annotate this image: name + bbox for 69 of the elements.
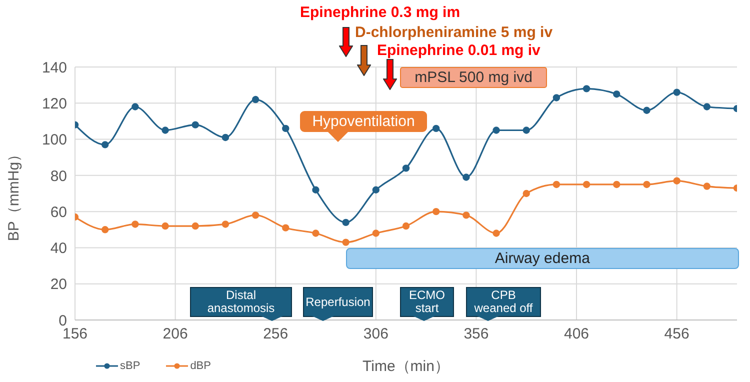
point (402, 222, 410, 230)
point (673, 88, 680, 96)
x-tick-label: 406 (564, 326, 590, 343)
point (342, 218, 350, 226)
y-tick-label: 60 (50, 204, 67, 221)
point (132, 220, 139, 228)
point (432, 208, 440, 216)
point (101, 141, 109, 148)
point (192, 222, 199, 230)
point (492, 126, 500, 134)
text: D-chlorpheniramine 5 mg iv (355, 24, 553, 41)
point (101, 226, 109, 234)
point (282, 224, 290, 232)
y-tick-label: 40 (50, 240, 67, 258)
point (643, 180, 650, 188)
legend-label: dBP (189, 360, 211, 372)
point (703, 103, 711, 110)
point (703, 182, 711, 190)
annotation: Distal anastomosis (207, 288, 275, 315)
y-tick-label: 140 (42, 59, 67, 76)
annotation: CPB weaned off (474, 288, 533, 315)
text: Epinephrine 0.3 mg im (300, 4, 460, 21)
annotation: Hypoventilation (312, 113, 415, 130)
point (282, 124, 290, 132)
point (162, 126, 169, 134)
point (492, 230, 500, 237)
y-tick-label: 100 (42, 132, 67, 149)
point (552, 94, 560, 102)
point (432, 124, 440, 132)
annotation: mPSL 500 mg ivd (414, 69, 532, 86)
point (582, 180, 590, 188)
point (613, 90, 620, 98)
x-axis-title: Time（min） (362, 357, 450, 376)
point (402, 164, 410, 172)
point (552, 180, 560, 188)
point (222, 220, 230, 228)
band-label: Airway edema (346, 248, 739, 269)
text: Epinephrine 0.01 mg iv (377, 42, 540, 59)
point (252, 212, 260, 219)
annotation: Reperfusion (306, 294, 370, 308)
point (582, 85, 590, 92)
point (372, 186, 380, 194)
point (162, 222, 169, 230)
point (522, 126, 530, 134)
x-tick-label: 306 (363, 326, 388, 343)
point (462, 174, 470, 181)
point (312, 186, 320, 194)
y-tick-label: 120 (42, 95, 67, 112)
x-tick-label: 356 (464, 326, 489, 343)
legend-label: sBP (119, 360, 140, 372)
point (312, 230, 320, 237)
point (462, 212, 470, 219)
y-tick-label: 20 (50, 276, 67, 294)
annotation: ECMO start (409, 288, 445, 315)
point (613, 180, 620, 188)
point (673, 177, 680, 184)
point (222, 134, 230, 142)
y-axis-title: BP（mmHg） (4, 146, 24, 241)
x-tick-label: 206 (162, 326, 188, 343)
x-tick-label: 256 (263, 326, 288, 343)
x-tick-label: 456 (664, 326, 690, 343)
point (132, 103, 139, 110)
point (522, 190, 530, 198)
point (372, 230, 380, 237)
y-tick-label: 80 (50, 168, 67, 185)
point (342, 238, 350, 246)
point (252, 96, 260, 104)
point (192, 121, 199, 128)
point (643, 106, 650, 114)
